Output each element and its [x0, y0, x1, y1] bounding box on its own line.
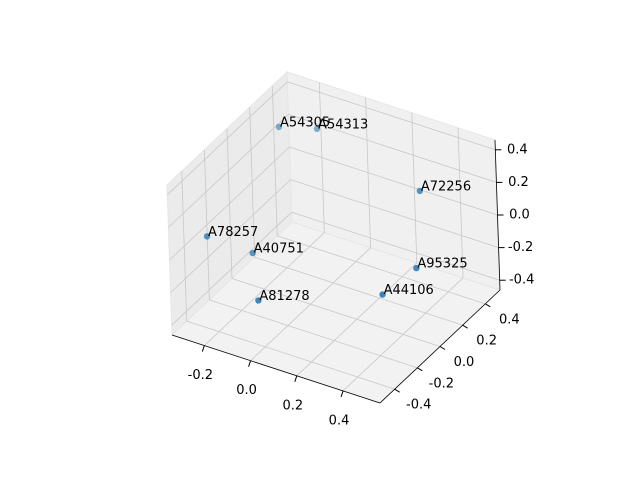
point-label: A54305: [280, 115, 330, 130]
point-label: A81278: [259, 289, 309, 304]
y-tick-label: 0.0: [454, 355, 475, 370]
z-axis: [494, 139, 501, 291]
point: [275, 123, 283, 131]
grid-line: [231, 278, 441, 347]
y-tick-label: -0.2: [429, 376, 454, 391]
point: [416, 187, 424, 195]
point-label: A95325: [417, 257, 467, 272]
y-tick-label: -0.4: [406, 398, 431, 413]
grid-line: [277, 235, 486, 305]
grid-line: [186, 320, 395, 390]
grid-line: [291, 211, 500, 281]
y-tick-label: 0.2: [476, 334, 497, 349]
x-tick-label: -0.2: [188, 368, 213, 383]
point-label: A72256: [421, 179, 471, 194]
x-tick-label: 0.4: [329, 413, 350, 428]
point: [379, 291, 386, 298]
y-tick-label: 0.4: [499, 312, 520, 327]
grid-line: [289, 146, 498, 216]
grid-line: [171, 211, 292, 326]
point: [203, 233, 211, 240]
x-tick: [248, 360, 252, 367]
x-tick: [294, 375, 298, 382]
point: [249, 249, 256, 257]
grid-line: [167, 81, 288, 196]
x-tick: [201, 345, 205, 352]
z-tick-label: 0.4: [507, 142, 528, 157]
x-tick-label: 0.2: [282, 398, 303, 413]
point-label: A54313: [318, 117, 368, 132]
grid-line: [290, 179, 499, 248]
point: [413, 264, 420, 272]
point: [313, 125, 321, 133]
y-tick: [394, 388, 400, 393]
grid-line: [254, 256, 463, 326]
y-tick: [462, 324, 468, 329]
point-label: A44106: [384, 283, 434, 298]
grid-line: [170, 179, 291, 293]
point: [255, 297, 262, 304]
y-tick: [485, 303, 491, 308]
z-tick-label: -0.4: [509, 273, 534, 288]
z-tick-label: 0.2: [508, 175, 529, 190]
z-tick-label: 0.0: [509, 208, 530, 223]
point-label: A40751: [254, 242, 304, 257]
y-axis: [379, 289, 501, 404]
grid-line: [287, 81, 496, 151]
x-tick: [340, 390, 344, 398]
y-tick: [439, 346, 446, 350]
x-tick-label: 0.0: [236, 383, 257, 398]
grid-line: [288, 114, 497, 183]
x-axis: [171, 334, 381, 404]
y-tick: [417, 367, 423, 372]
point-label: A78257: [208, 225, 258, 240]
grid-line: [169, 146, 290, 261]
grid-line: [168, 114, 289, 228]
z-tick-label: -0.2: [508, 240, 533, 255]
grid-line: [209, 299, 418, 369]
